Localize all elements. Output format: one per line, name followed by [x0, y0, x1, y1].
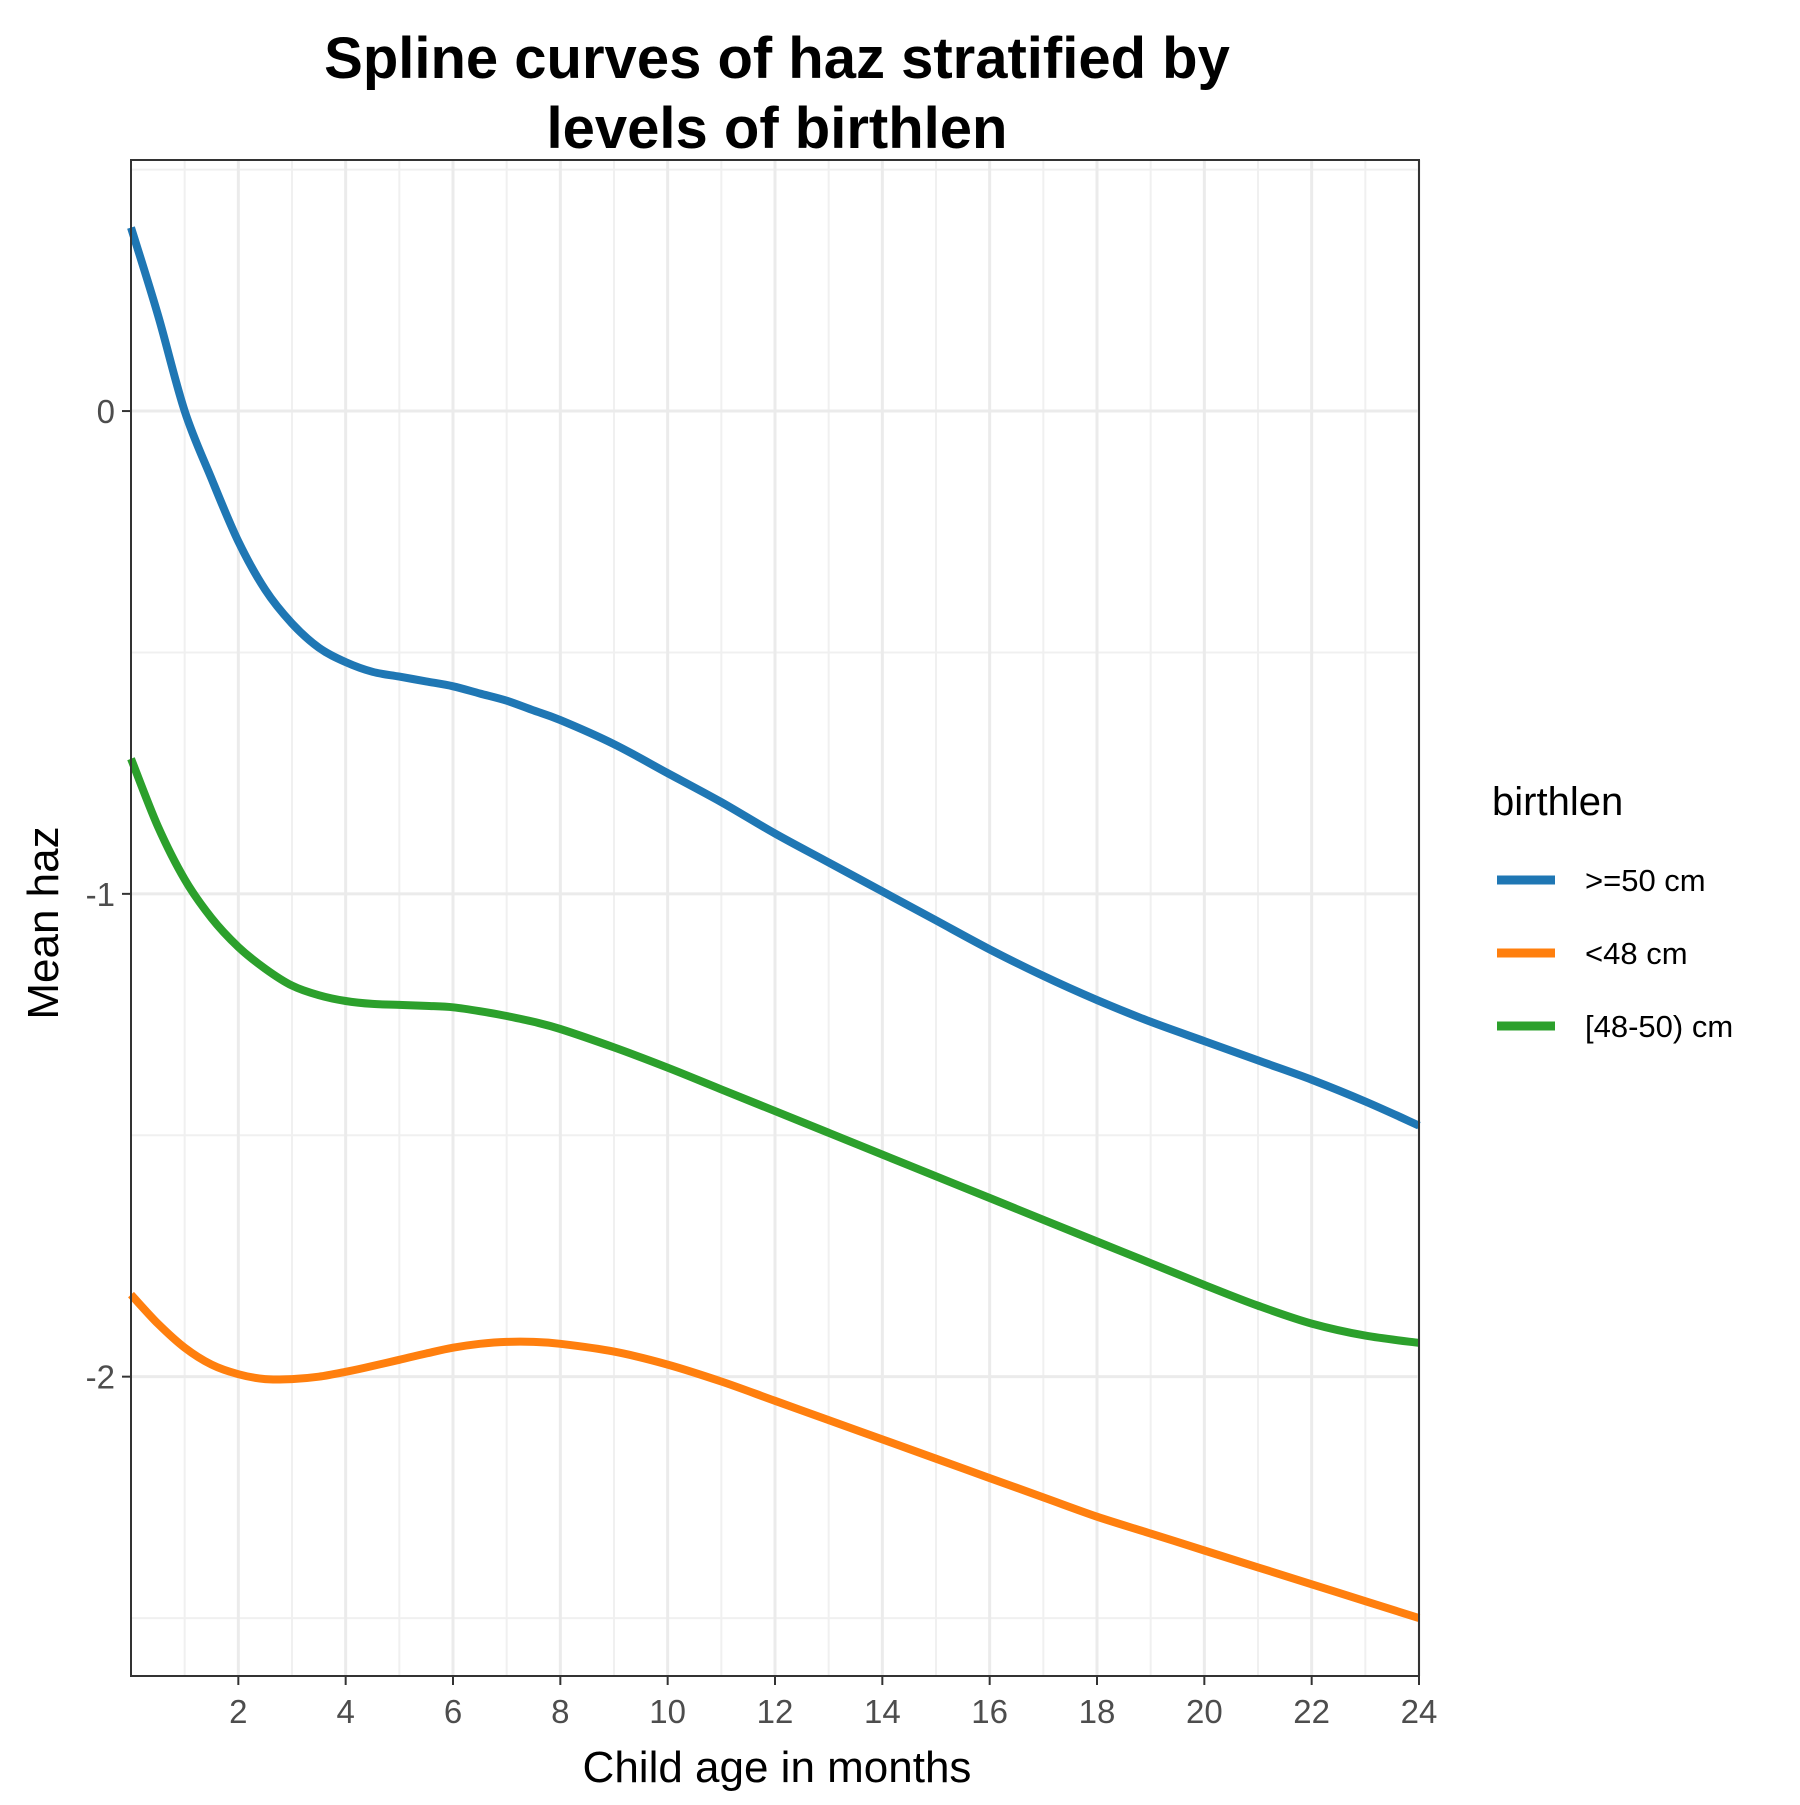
x-axis-ticks: 2 4 6 8 10 12 14 16 18 20 22 24 [229, 1676, 1437, 1730]
x-tick-label: 2 [229, 1693, 247, 1730]
x-tick-label: 22 [1293, 1693, 1330, 1730]
y-tick-label: 0 [97, 393, 115, 430]
y-tick-label: -2 [86, 1359, 115, 1396]
x-tick-label: 16 [971, 1693, 1008, 1730]
x-tick-label: 6 [444, 1693, 462, 1730]
legend-label-1: >=50 cm [1585, 863, 1706, 898]
legend-label-3: [48-50) cm [1585, 1009, 1733, 1044]
x-tick-label: 24 [1401, 1693, 1438, 1730]
x-tick-label: 20 [1186, 1693, 1223, 1730]
x-tick-label: 18 [1079, 1693, 1116, 1730]
chart-title-line-1: Spline curves of haz stratified by [324, 26, 1230, 91]
chart-title-line-2: levels of birthlen [547, 96, 1008, 161]
x-tick-label: 12 [757, 1693, 794, 1730]
x-tick-label: 14 [864, 1693, 901, 1730]
grid-major [131, 160, 1421, 1676]
x-tick-label: 4 [336, 1693, 354, 1730]
y-axis-title: Mean haz [19, 826, 68, 1019]
legend-label-2: <48 cm [1585, 936, 1688, 971]
series-line-3 [127, 757, 1420, 1347]
x-tick-label: 10 [649, 1693, 686, 1730]
series-layer [127, 226, 1421, 1622]
y-axis-ticks: 0 -1 -2 [86, 393, 131, 1396]
x-axis-title: Child age in months [583, 1743, 972, 1792]
legend: birthlen >=50 cm <48 cm [48-50) cm [1492, 780, 1733, 1044]
series-line-1 [127, 226, 1421, 1130]
legend-title: birthlen [1492, 780, 1623, 824]
series-line-2 [128, 1291, 1421, 1622]
y-tick-label: -1 [86, 876, 115, 913]
x-tick-label: 8 [551, 1693, 569, 1730]
